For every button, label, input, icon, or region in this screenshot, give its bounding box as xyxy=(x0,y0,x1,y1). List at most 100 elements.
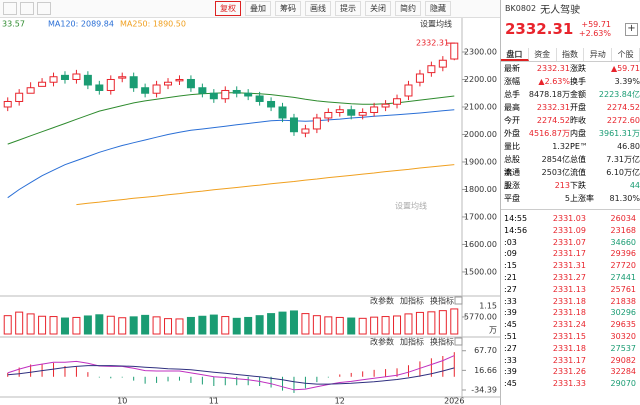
x-tick-label: 10 xyxy=(117,397,127,405)
quote-label: 涨跌 xyxy=(570,64,586,73)
volume-bar xyxy=(324,316,333,335)
tick-volume: 26034 xyxy=(610,214,636,223)
change-pct: +2.63% xyxy=(578,29,611,38)
y-tick-label: 2100.00 xyxy=(464,102,497,111)
panel-button[interactable]: 换指标 xyxy=(430,296,454,306)
volume-bar xyxy=(72,316,81,335)
volume-bar xyxy=(49,316,58,335)
quote-row: 最高 2332.31 开盘 2274.52 xyxy=(501,101,640,114)
volume-bar xyxy=(26,313,35,335)
candle-body xyxy=(175,78,184,82)
toolbar-button[interactable]: 简约 xyxy=(395,1,421,16)
toolbar-button[interactable]: 关闭 xyxy=(365,1,391,16)
tick-price: 2331.18 xyxy=(552,308,586,318)
candle-body xyxy=(450,42,459,60)
tick-volume: 29396 xyxy=(610,249,636,259)
tick-time: :45 xyxy=(504,320,517,330)
toolbar-button[interactable]: 隐藏 xyxy=(425,1,451,16)
toolbar-button[interactable]: 提示 xyxy=(335,1,361,16)
candle-body xyxy=(221,89,230,100)
unit-label: 万 xyxy=(489,326,497,335)
candle-body xyxy=(358,111,367,116)
quote-label: PE™ xyxy=(570,142,588,151)
quote-value: 2274.52 xyxy=(606,103,640,112)
tick-price: 2331.31 xyxy=(552,261,586,271)
name: 无人驾驶 xyxy=(540,4,581,16)
tick-row: :33 2331.18 21838 xyxy=(501,296,640,308)
candle-body xyxy=(335,109,344,113)
tick-time: 14:56 xyxy=(504,225,528,235)
quote-label: 量比 xyxy=(504,142,520,151)
quote-label: 外盘 xyxy=(504,129,520,138)
toolbar-button[interactable]: 叠加 xyxy=(245,1,271,16)
tab[interactable]: 个股 xyxy=(612,48,640,61)
volume-bar xyxy=(60,317,69,335)
x-tick-label: 12 xyxy=(335,397,345,405)
volume-bar xyxy=(141,314,150,335)
quote-row: 上涨 213 下跌 44 xyxy=(501,179,640,192)
volume-bar xyxy=(438,310,447,335)
tab[interactable]: 资金 xyxy=(529,48,557,61)
icon[interactable] xyxy=(37,2,51,15)
ma-line xyxy=(7,92,455,145)
candle-body xyxy=(415,73,424,83)
panel-button[interactable]: 加指标 xyxy=(400,337,424,347)
quote-value: 7.31万亿 xyxy=(606,155,640,164)
quote-table: 最新 2332.31 涨跌 ▲59.71 涨幅 ▲2.63% 换手 3.39% 总手 8478.1… xyxy=(501,62,640,205)
volume-bar xyxy=(450,308,459,335)
quote-value: 2223.84亿 xyxy=(598,90,640,99)
last-price-label: 2332.31 xyxy=(416,39,449,48)
quote-row: 平盘 5 上涨率 81.30% xyxy=(501,192,640,205)
volume-bar xyxy=(209,314,218,335)
panel-button[interactable]: 改参数 xyxy=(370,337,394,347)
tick-volume: 32284 xyxy=(610,367,636,377)
panel-button[interactable]: 改参数 xyxy=(370,296,394,306)
tab[interactable]: 盘口 xyxy=(501,48,529,61)
tick-price: 2331.18 xyxy=(552,296,586,306)
toolbar-button[interactable]: 画线 xyxy=(305,1,331,16)
settings-label[interactable]: 设置均线 xyxy=(395,201,427,211)
icon[interactable] xyxy=(20,2,34,15)
y-tick-label: 1700.00 xyxy=(464,212,497,221)
volume-bar xyxy=(312,315,321,335)
tick-row: 14:55 2331.03 26034 xyxy=(501,213,640,225)
quote-row: 外盘 4516.87万 内盘 3961.31万 xyxy=(501,127,640,140)
tick-volume: 27720 xyxy=(610,261,636,271)
candle-body xyxy=(118,76,127,79)
candle-body xyxy=(141,87,150,94)
quote-label: 上涨 xyxy=(504,181,520,190)
quote-value: 2332.31 xyxy=(536,64,570,73)
tick-row: :09 2331.17 29396 xyxy=(501,248,640,260)
quote-row: 流通股 2503亿 流值 6.10万亿 xyxy=(501,166,640,190)
volume-bar xyxy=(358,317,367,335)
add-button[interactable]: + xyxy=(625,22,638,36)
candle-body xyxy=(209,92,218,100)
quote-value: 81.30% xyxy=(609,194,640,203)
icon[interactable] xyxy=(3,2,17,15)
tick-row: :21 2331.27 27441 xyxy=(501,272,640,284)
ma-legend: MA120: 2089.84 xyxy=(48,20,114,29)
toolbar-button[interactable]: 复权 xyxy=(215,1,241,16)
toolbar-button[interactable]: 筹码 xyxy=(275,1,301,16)
dea-line xyxy=(7,365,455,385)
panel-button[interactable]: 加指标 xyxy=(400,296,424,306)
candle-body xyxy=(186,78,195,89)
candle-body xyxy=(95,84,104,91)
candle-body xyxy=(267,100,276,108)
tab[interactable]: 异动 xyxy=(584,48,613,61)
close-button[interactable] xyxy=(454,296,463,305)
close-button[interactable] xyxy=(454,337,463,346)
settings-label[interactable]: 设置均线 xyxy=(420,19,452,29)
quote-row: 总股本 2854亿 总值 7.31万亿 xyxy=(501,153,640,177)
quote-label: 最新 xyxy=(504,64,520,73)
candle-body xyxy=(393,98,402,105)
tick-price: 2331.13 xyxy=(552,284,586,294)
change-abs: +59.71 xyxy=(581,20,611,29)
volume-bar xyxy=(95,314,104,335)
tick-price: 2331.33 xyxy=(552,379,586,389)
tick-time: :03 xyxy=(504,237,517,247)
tick-volume: 29635 xyxy=(610,320,636,330)
tick-price: 2331.24 xyxy=(552,320,586,330)
tab[interactable]: 指数 xyxy=(557,48,585,61)
panel-button[interactable]: 换指标 xyxy=(430,337,454,347)
